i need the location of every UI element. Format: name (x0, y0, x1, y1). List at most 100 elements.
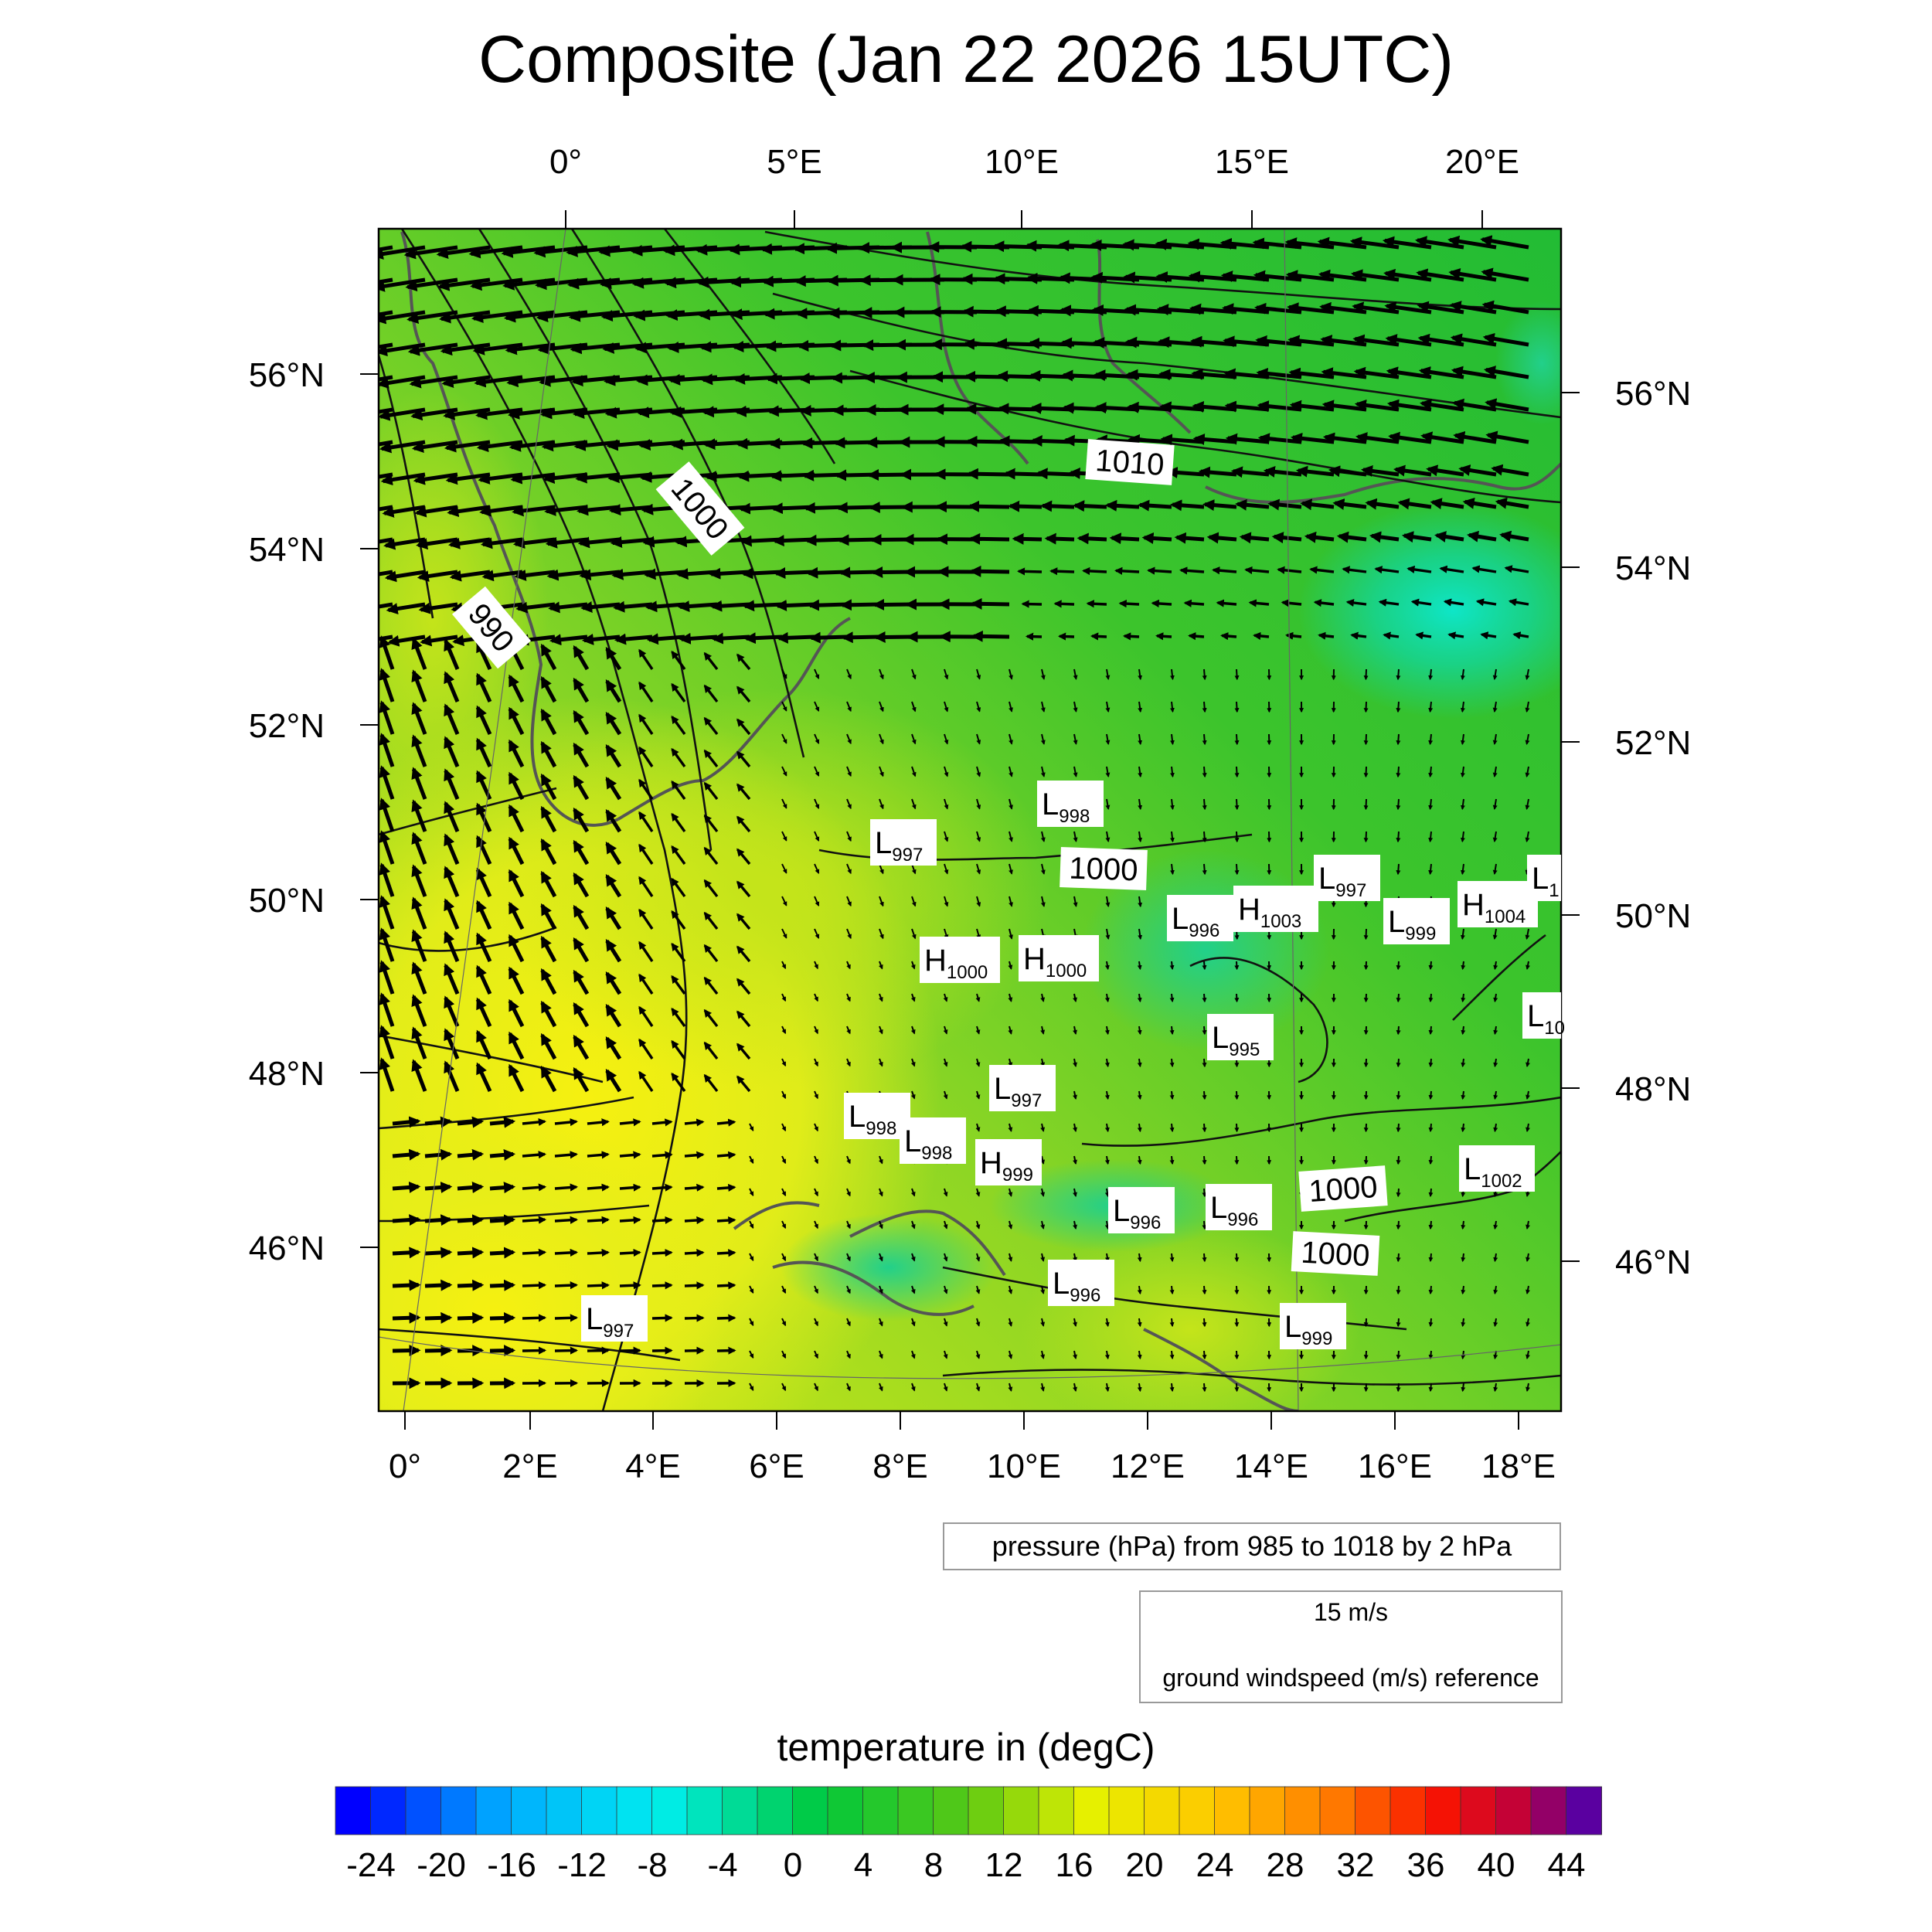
wind-arrow (1336, 531, 1367, 543)
wind-arrow (411, 1059, 427, 1092)
wind-arrow (1396, 1188, 1401, 1198)
wind-arrow (749, 1188, 754, 1196)
wind-arrow (703, 879, 719, 898)
wind-arrow (1277, 566, 1302, 574)
wind-arrow (638, 1038, 654, 1060)
wind-arrow (1491, 464, 1529, 477)
wind-arrow (1202, 798, 1207, 811)
wind-arrow (1493, 1220, 1498, 1230)
wind-arrow (1447, 631, 1464, 640)
wind-arrow (1461, 1058, 1466, 1068)
wind-arrow (651, 1346, 673, 1355)
wind-arrow (1396, 668, 1401, 681)
colorbar-title: temperature in (degC) (777, 1726, 1155, 1769)
wind-arrow (1137, 1155, 1142, 1165)
wind-arrow (1493, 961, 1498, 971)
isobar-label: 1010 (1094, 444, 1165, 482)
wind-arrow (1461, 961, 1466, 971)
wind-arrow (814, 1383, 818, 1392)
wind-arrow (975, 1220, 981, 1230)
wind-arrow (1493, 1253, 1498, 1263)
wind-arrow (814, 766, 820, 777)
wind-arrow (879, 1350, 883, 1359)
colorbar-swatch (511, 1786, 547, 1835)
wind-arrow (444, 898, 460, 930)
lat-label: 48°N (249, 1055, 325, 1093)
colorbar-tick-label: 0 (784, 1846, 802, 1884)
wind-arrow (638, 778, 654, 800)
wind-arrow (540, 935, 557, 963)
colorbar-swatch (897, 1786, 934, 1835)
wind-arrow (749, 1383, 754, 1391)
wind-arrow (457, 1116, 485, 1128)
wind-arrow (1267, 498, 1302, 511)
wind-arrow (1492, 668, 1498, 680)
wind-arrow (508, 836, 525, 866)
wind-arrow (1137, 1318, 1142, 1328)
wind-arrow (638, 843, 654, 865)
wind-arrow (781, 928, 787, 939)
wind-arrow (1525, 798, 1530, 810)
wind-arrow (671, 682, 686, 702)
wind-arrow (1008, 1253, 1013, 1262)
wind-arrow (911, 863, 917, 875)
wind-arrow (743, 600, 783, 612)
wind-arrow (1428, 733, 1434, 746)
wind-arrow (573, 709, 590, 736)
wind-arrow (975, 1253, 981, 1262)
wind-arrow (1363, 1220, 1369, 1230)
wind-arrow (379, 830, 395, 865)
lon-label: 0° (549, 143, 582, 181)
wind-arrow (1137, 961, 1142, 971)
wind-arrow (1234, 1155, 1240, 1165)
wind-arrow (1363, 1026, 1369, 1036)
wind-arrow (1460, 766, 1465, 778)
wind-arrow (424, 1214, 453, 1226)
wind-arrow (736, 1010, 751, 1028)
wind-arrow (587, 1183, 610, 1192)
wind-arrow (619, 1151, 641, 1159)
wind-arrow (1428, 1188, 1434, 1198)
wind-arrow (846, 961, 851, 970)
svg-text:H1000: H1000 (924, 944, 988, 983)
wind-arrow (944, 896, 949, 907)
colorbar-tick-label: -4 (707, 1846, 737, 1884)
wind-arrow (540, 740, 557, 768)
wind-arrow (457, 1182, 485, 1193)
wind-arrow (508, 998, 525, 1028)
wind-arrow (638, 876, 654, 897)
wind-arrow (475, 672, 492, 703)
wind-arrow (944, 831, 949, 842)
wind-arrow (457, 1247, 485, 1259)
temperature-colorbar (335, 1786, 1602, 1835)
wind-arrow (1428, 1253, 1434, 1263)
wind-arrow (424, 1182, 453, 1193)
wind-arrow (1073, 668, 1078, 680)
wind-arrow (814, 1220, 818, 1230)
wind-arrow (671, 812, 686, 832)
colorbar-swatch (1460, 1786, 1497, 1835)
wind-arrow (522, 1281, 547, 1290)
wind-arrow (1492, 701, 1498, 713)
wind-arrow (1493, 993, 1498, 1003)
wind-arrow (1104, 961, 1110, 971)
wind-arrow (605, 841, 622, 866)
wind-arrow (684, 1118, 705, 1127)
wind-arrow (605, 1003, 622, 1028)
wind-arrow (424, 1116, 453, 1128)
wind-arrow (1040, 500, 1075, 512)
wind-arrow (1428, 993, 1434, 1003)
wind-arrow (1461, 1383, 1466, 1393)
wind-arrow (671, 650, 686, 670)
wind-arrow (1396, 1090, 1401, 1100)
wind-arrow (975, 1285, 981, 1294)
wind-arrow (911, 928, 917, 940)
wind-arrow (781, 1123, 787, 1132)
colorbar-swatch (1179, 1786, 1216, 1835)
wind-arrow (1202, 1350, 1207, 1360)
wind-arrow (1526, 1350, 1530, 1359)
wind-arrow (1234, 993, 1240, 1003)
svg-text:H999: H999 (980, 1146, 1033, 1185)
wind-arrow (605, 711, 622, 736)
wind-arrow (1212, 566, 1237, 575)
